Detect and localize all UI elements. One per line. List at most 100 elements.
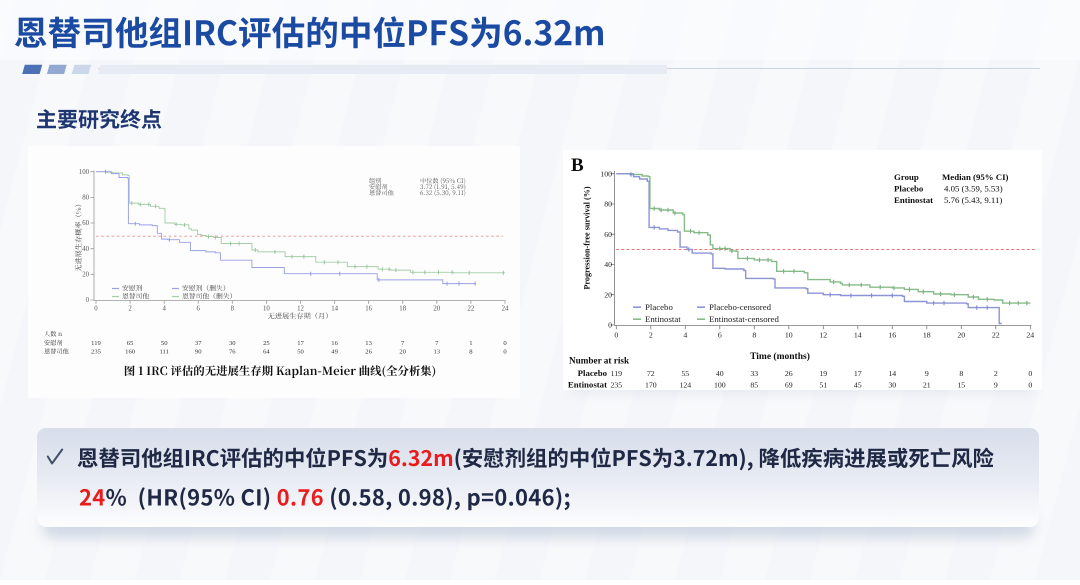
svg-text:Entinostat-censored: Entinostat-censored <box>709 314 779 324</box>
svg-text:18: 18 <box>923 331 931 340</box>
svg-text:Progression-free survival (%): Progression-free survival (%) <box>583 186 592 290</box>
svg-text:0: 0 <box>94 306 98 313</box>
svg-text:22: 22 <box>468 306 475 313</box>
svg-text:Placebo-censored: Placebo-censored <box>709 302 772 312</box>
svg-text:50: 50 <box>297 349 304 356</box>
svg-text:8: 8 <box>469 349 473 356</box>
svg-text:14: 14 <box>854 331 862 340</box>
svg-text:4.05 (3.59, 5.53): 4.05 (3.59, 5.53) <box>944 184 1003 194</box>
svg-text:Entinostat: Entinostat <box>645 314 681 324</box>
svg-text:100: 100 <box>79 169 90 176</box>
svg-text:20: 20 <box>957 331 965 340</box>
svg-text:19: 19 <box>819 369 827 378</box>
svg-text:Placebo: Placebo <box>645 302 673 312</box>
svg-text:1: 1 <box>469 340 472 347</box>
svg-text:8: 8 <box>752 331 756 340</box>
svg-text:15: 15 <box>957 381 965 390</box>
svg-text:4: 4 <box>683 331 687 340</box>
svg-text:111: 111 <box>159 349 168 356</box>
svg-text:25: 25 <box>263 340 270 347</box>
svg-text:0: 0 <box>1028 369 1032 378</box>
svg-text:14: 14 <box>331 306 338 313</box>
svg-text:4: 4 <box>162 306 166 313</box>
svg-text:69: 69 <box>785 381 793 390</box>
svg-text:0: 0 <box>503 349 507 356</box>
svg-text:9: 9 <box>994 381 998 390</box>
svg-text:2: 2 <box>128 306 132 313</box>
svg-text:10: 10 <box>263 306 270 313</box>
svg-text:40: 40 <box>716 369 724 378</box>
svg-text:26: 26 <box>785 369 793 378</box>
svg-text:10: 10 <box>785 331 793 340</box>
svg-text:6: 6 <box>196 306 200 313</box>
svg-text:170: 170 <box>645 381 657 390</box>
svg-text:124: 124 <box>679 381 691 390</box>
svg-text:90: 90 <box>195 349 202 356</box>
svg-text:85: 85 <box>750 381 758 390</box>
svg-text:40: 40 <box>604 260 612 269</box>
svg-text:17: 17 <box>854 369 862 378</box>
svg-text:22: 22 <box>992 331 1000 340</box>
svg-text:12: 12 <box>297 306 304 313</box>
svg-text:119: 119 <box>91 340 101 347</box>
svg-text:B: B <box>571 155 584 176</box>
svg-text:20: 20 <box>399 349 406 356</box>
svg-text:5.76 (5.43, 9.11): 5.76 (5.43, 9.11) <box>944 195 1002 205</box>
svg-text:16: 16 <box>365 306 372 313</box>
svg-text:37: 37 <box>195 340 202 347</box>
svg-text:50: 50 <box>161 340 168 347</box>
svg-text:18: 18 <box>399 306 406 313</box>
svg-text:49: 49 <box>331 349 338 356</box>
svg-text:64: 64 <box>263 349 270 356</box>
svg-text:Entinostat: Entinostat <box>568 380 607 390</box>
svg-text:160: 160 <box>125 349 136 356</box>
svg-text:13: 13 <box>434 349 441 356</box>
svg-text:0: 0 <box>1028 381 1032 390</box>
svg-text:40: 40 <box>82 246 89 253</box>
svg-text:6: 6 <box>718 331 722 340</box>
svg-text:8: 8 <box>959 369 963 378</box>
svg-text:20: 20 <box>82 272 89 279</box>
svg-text:0: 0 <box>86 297 90 304</box>
svg-text:7: 7 <box>435 340 439 347</box>
svg-text:100: 100 <box>600 169 612 178</box>
svg-text:Time (months): Time (months) <box>750 351 810 362</box>
svg-text:Placebo: Placebo <box>578 368 608 378</box>
svg-text:0: 0 <box>608 321 612 330</box>
svg-text:119: 119 <box>611 369 623 378</box>
svg-text:45: 45 <box>854 381 862 390</box>
svg-text:20: 20 <box>604 290 612 299</box>
svg-text:235: 235 <box>91 349 102 356</box>
svg-text:13: 13 <box>365 340 372 347</box>
svg-text:24: 24 <box>1026 331 1034 340</box>
svg-text:235: 235 <box>610 381 622 390</box>
svg-text:51: 51 <box>819 381 827 390</box>
svg-text:Entinostat: Entinostat <box>894 195 933 205</box>
svg-text:9: 9 <box>925 369 929 378</box>
svg-text:60: 60 <box>82 220 89 227</box>
svg-text:7: 7 <box>401 340 405 347</box>
svg-text:80: 80 <box>604 200 612 209</box>
svg-text:24: 24 <box>502 306 509 313</box>
svg-text:65: 65 <box>127 340 134 347</box>
svg-text:16: 16 <box>888 331 896 340</box>
svg-text:16: 16 <box>331 340 338 347</box>
svg-text:Placebo: Placebo <box>894 184 924 194</box>
svg-text:12: 12 <box>819 331 827 340</box>
svg-text:8: 8 <box>231 306 235 313</box>
svg-text:26: 26 <box>365 349 372 356</box>
svg-text:55: 55 <box>681 369 689 378</box>
svg-text:21: 21 <box>923 381 931 390</box>
svg-text:20: 20 <box>433 306 440 313</box>
svg-text:30: 30 <box>229 340 236 347</box>
svg-text:Group: Group <box>894 172 919 182</box>
svg-text:0: 0 <box>503 340 507 347</box>
svg-text:14: 14 <box>888 369 896 378</box>
svg-text:Number at risk: Number at risk <box>569 356 630 366</box>
svg-text:100: 100 <box>714 381 726 390</box>
svg-text:17: 17 <box>297 340 304 347</box>
svg-text:30: 30 <box>888 381 896 390</box>
svg-text:72: 72 <box>647 369 655 378</box>
svg-text:80: 80 <box>82 195 89 202</box>
svg-text:60: 60 <box>604 230 612 239</box>
